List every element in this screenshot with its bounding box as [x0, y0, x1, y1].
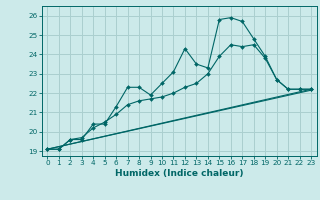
X-axis label: Humidex (Indice chaleur): Humidex (Indice chaleur): [115, 169, 244, 178]
